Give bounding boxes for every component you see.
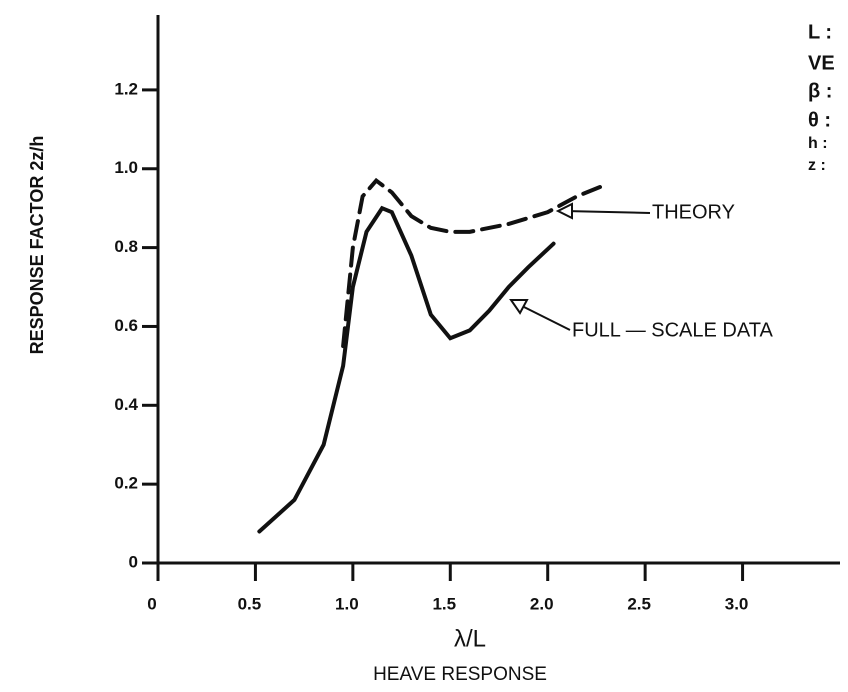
series-line bbox=[257, 205, 556, 534]
side-note: z : bbox=[808, 157, 826, 174]
annotation: THEORY bbox=[652, 201, 735, 223]
y-tick-label: 0.2 bbox=[114, 474, 138, 493]
side-note: L : bbox=[808, 21, 832, 43]
y-axis-label: RESPONSE FACTOR 2z/h bbox=[27, 136, 47, 355]
side-note: θ : bbox=[808, 109, 831, 131]
y-tick-label: 1.2 bbox=[114, 79, 138, 98]
chart-title: HEAVE RESPONSE bbox=[373, 664, 547, 685]
x-axis-label: λ/L bbox=[454, 625, 486, 652]
y-tick-label: 0 bbox=[129, 552, 138, 571]
annotation-arrowhead bbox=[555, 202, 573, 220]
x-tick-label: 1.0 bbox=[335, 594, 359, 613]
y-tick-label: 0.8 bbox=[114, 237, 138, 256]
y-tick-label: 1.0 bbox=[114, 158, 138, 177]
y-tick-label: 0.6 bbox=[114, 316, 138, 335]
side-note: VE bbox=[808, 52, 835, 74]
x-tick-label: 1.5 bbox=[432, 594, 456, 613]
x-tick-label: 0 bbox=[147, 594, 156, 613]
x-tick-label: 2.5 bbox=[627, 594, 651, 613]
side-note: β : bbox=[808, 80, 832, 102]
series-line bbox=[341, 177, 609, 349]
y-tick-label: 0.4 bbox=[114, 395, 138, 414]
annotation-arrowhead bbox=[509, 299, 529, 315]
annotation-arrow bbox=[564, 210, 651, 214]
x-tick-label: 0.5 bbox=[238, 594, 262, 613]
annotation: FULL — SCALE DATA bbox=[572, 319, 773, 341]
side-note: h : bbox=[808, 135, 828, 152]
annotation-arrow bbox=[519, 304, 571, 331]
x-tick-label: 2.0 bbox=[530, 594, 554, 613]
x-tick-label: 3.0 bbox=[725, 594, 749, 613]
